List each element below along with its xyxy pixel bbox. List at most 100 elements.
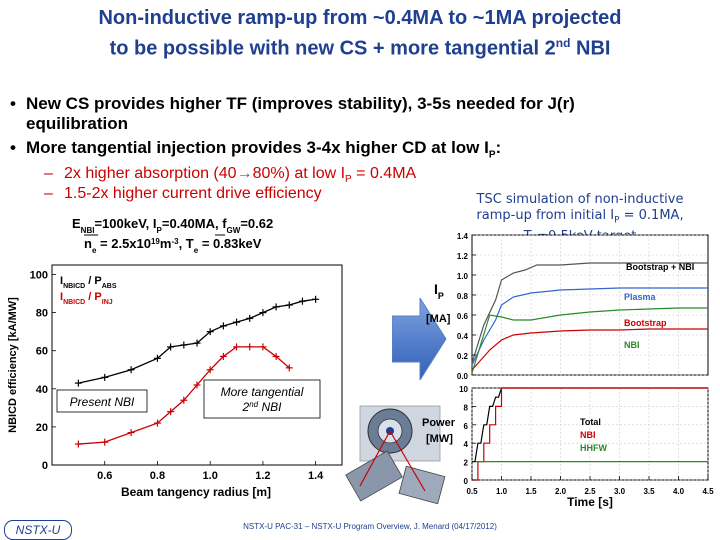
- legend-hhfw: HHFW: [580, 443, 607, 453]
- bullet-1: • New CS provides higher TF (improves sta…: [10, 94, 575, 133]
- y-tick-label: 0.4: [457, 332, 469, 341]
- data-point: [219, 322, 227, 330]
- series-line: [471, 287, 708, 366]
- y-tick-label: 0.0: [457, 372, 469, 381]
- y-tick-label: 1.4: [457, 232, 469, 241]
- legend-bootstrap: Bootstrap: [624, 318, 667, 328]
- label-tangential-2: 2nd NBI: [242, 400, 283, 415]
- title-line-2: to be possible with new CS + more tangen…: [109, 36, 611, 60]
- data-point: [101, 373, 109, 381]
- x-tick-label: 1.5: [525, 487, 537, 496]
- x-tick-label: 1.0: [203, 470, 218, 482]
- x-tick-label: 1.2: [255, 470, 270, 482]
- legend-plasma: Plasma: [624, 292, 657, 302]
- footer-text: NSTX-U PAC-31 – NSTX-U Program Overview,…: [243, 522, 497, 531]
- x-tick-label: 3.0: [614, 487, 626, 496]
- power-series: [472, 387, 708, 481]
- left-ylabel: NBICD efficiency [kA/MW]: [7, 297, 19, 433]
- data-point: [246, 314, 254, 322]
- y-tick-label: 100: [30, 270, 48, 282]
- data-point: [233, 318, 241, 326]
- data-point: [233, 343, 241, 351]
- data-point: [74, 440, 82, 448]
- ip-label: IP: [434, 281, 444, 301]
- nstx-u-logo: NSTX-U: [4, 520, 72, 540]
- x-tick-label: 2.0: [555, 487, 567, 496]
- title-line-1: Non-inductive ramp-up from ~0.4MA to ~1M…: [98, 7, 622, 29]
- ip-unit: [MA]: [426, 313, 451, 325]
- left-ticks: 0 20 40 60 80 100 0.6 0.8 1.0 1.2 1.4: [30, 270, 325, 482]
- data-point: [206, 328, 214, 336]
- y-tick-label: 10: [459, 385, 468, 394]
- data-point: [298, 297, 306, 305]
- subbullet-1: –2x higher absorption (40→80%) at low IP…: [44, 165, 417, 186]
- y-tick-label: 80: [36, 308, 48, 320]
- x-tick-label: 1.0: [496, 487, 508, 496]
- x-tick-label: 0.6: [97, 470, 112, 482]
- data-point: [153, 419, 161, 427]
- data-point: [193, 339, 201, 347]
- data-point: [167, 343, 175, 351]
- legend-nbi: NBI: [624, 340, 640, 350]
- y-tick-label: 60: [36, 346, 48, 358]
- label-present-nbi: Present NBI: [70, 395, 135, 409]
- left-xlabel: Beam tangency radius [m]: [121, 485, 271, 499]
- blue-arrow-icon: [392, 298, 447, 380]
- x-tick-label: 1.4: [308, 470, 324, 482]
- data-point: [167, 408, 175, 416]
- y-tick-label: 0: [42, 460, 48, 472]
- data-point: [259, 309, 267, 317]
- data-point: [180, 341, 188, 349]
- data-point: [285, 301, 293, 309]
- y-tick-label: 0.6: [457, 312, 469, 321]
- data-point: [193, 381, 201, 389]
- y-tick-label: 2: [464, 459, 469, 468]
- left-plot-area: [51, 264, 343, 466]
- x-tick-label: 0.8: [150, 470, 165, 482]
- data-point: [127, 429, 135, 437]
- bullet-2: • More tangential injection provides 3-4x…: [10, 138, 502, 161]
- series-line: [472, 387, 708, 481]
- right-charts: IP [MA] 0.0 0.2 0.4 0.6 0.8 1.0 1.2 1.4 Bootstr…: [422, 232, 714, 509]
- y-tick-label: 0.2: [457, 352, 469, 361]
- y-tick-label: 40: [36, 384, 48, 396]
- x-tick-label: 3.5: [643, 487, 655, 496]
- legend-bootstrap-nbi: Bootstrap + NBI: [626, 262, 694, 272]
- left-series: [74, 295, 320, 448]
- data-point: [206, 366, 214, 374]
- y-tick-label: 8: [464, 403, 469, 412]
- data-point: [153, 354, 161, 362]
- data-point: [272, 303, 280, 311]
- subbullet-2: –1.5-2x higher current drive efficiency: [44, 185, 322, 202]
- series-line: [471, 307, 708, 374]
- series-line: [472, 387, 708, 463]
- y-tick-label: 4: [464, 440, 469, 449]
- tokamak-illustration-icon: [345, 405, 446, 505]
- series-line: [471, 262, 708, 364]
- page-title: Non-inductive ramp-up from ~0.4MA to ~1M…: [0, 6, 720, 62]
- power-label: Power: [422, 417, 456, 429]
- time-xlabel: Time [s]: [567, 495, 613, 509]
- data-point: [101, 438, 109, 446]
- data-point: [259, 343, 267, 351]
- x-tick-label: 4.0: [673, 487, 685, 496]
- data-point: [180, 396, 188, 404]
- y-tick-label: 1.2: [457, 252, 469, 261]
- series-line: [471, 328, 708, 371]
- power-unit: [MW]: [426, 433, 453, 445]
- left-chart: ENBI=100keV, IP=0.40MA, fGW=0.62 ne = 2.…: [7, 216, 343, 499]
- x-tick-label: 0.5: [466, 487, 478, 496]
- left-chart-header-1: ENBI=100keV, IP=0.40MA, fGW=0.62: [72, 216, 273, 235]
- y-tick-label: 0: [464, 477, 469, 486]
- x-tick-label: 2.5: [584, 487, 596, 496]
- x-tick-label: 4.5: [702, 487, 714, 496]
- y-tick-label: 20: [36, 422, 48, 434]
- data-point: [127, 366, 135, 374]
- data-point: [246, 343, 254, 351]
- series-line: [78, 298, 316, 384]
- ip-series: [471, 262, 708, 374]
- y-tick-label: 1.0: [457, 272, 469, 281]
- data-point: [219, 352, 227, 360]
- legend-total: Total: [580, 417, 601, 427]
- data-point: [312, 295, 320, 303]
